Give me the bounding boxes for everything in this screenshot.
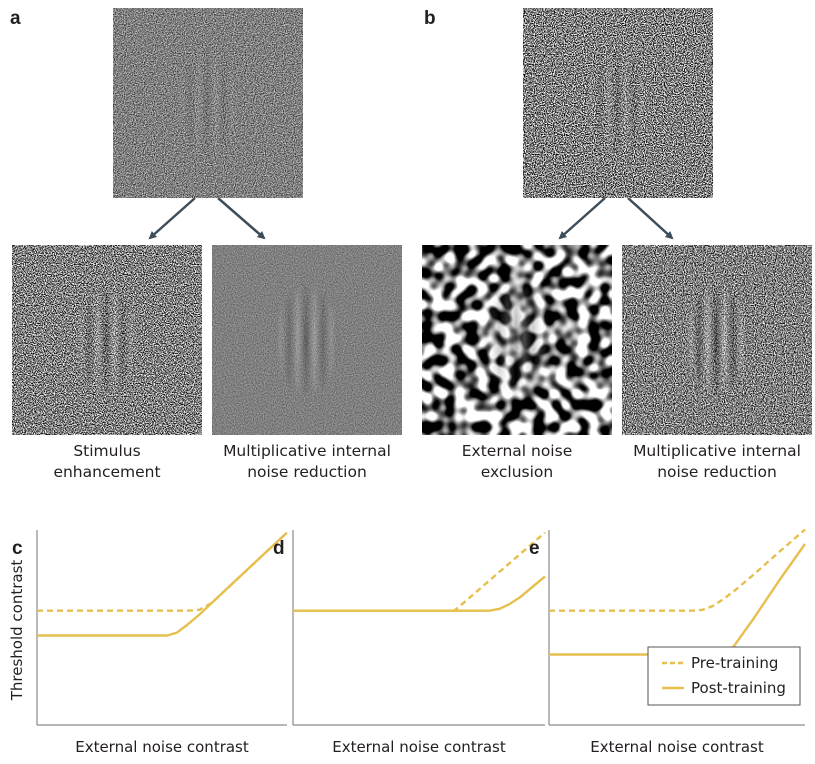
caption: Stimulus [73,442,140,460]
noise-image [422,245,612,435]
series-line [293,531,546,612]
legend-box [647,646,801,706]
grating [212,245,402,435]
panel-label: d [273,538,285,559]
arrow [148,197,196,240]
panel-label: b [424,8,436,29]
series-line [549,543,806,656]
x-axis-label: External noise contrast [75,738,249,756]
series-line [37,531,288,637]
legend: Pre-training Post-training [647,646,801,706]
grating [422,245,612,435]
x-axis-label: External noise contrast [332,738,506,756]
panel-label: c [12,538,23,559]
arrow [627,197,674,240]
caption: Multiplicative internal [633,442,801,460]
grating [12,245,202,435]
x-axis-label: External noise contrast [590,738,764,756]
noise-image [523,8,713,198]
panel-label: e [529,538,540,559]
panel-label: a [10,8,21,29]
noise-image [212,245,402,435]
arrow [217,197,266,240]
caption: noise reduction [247,463,367,481]
y-axis-label: Threshold contrast [8,560,26,702]
grating [113,8,303,198]
legend-label: Post-training [691,679,786,697]
noise-image [12,245,202,435]
legend-label: Pre-training [691,654,778,672]
caption: External noise [462,442,572,460]
caption: Multiplicative internal [223,442,391,460]
noise-image [113,8,303,198]
arrow [558,197,606,240]
caption: enhancement [53,463,160,481]
caption: exclusion [481,463,554,481]
caption: noise reduction [657,463,777,481]
grating [622,245,812,435]
arrows [148,197,674,240]
grating [523,8,713,198]
series-line [293,575,546,612]
noise-image [622,245,812,435]
series-line [37,531,288,612]
